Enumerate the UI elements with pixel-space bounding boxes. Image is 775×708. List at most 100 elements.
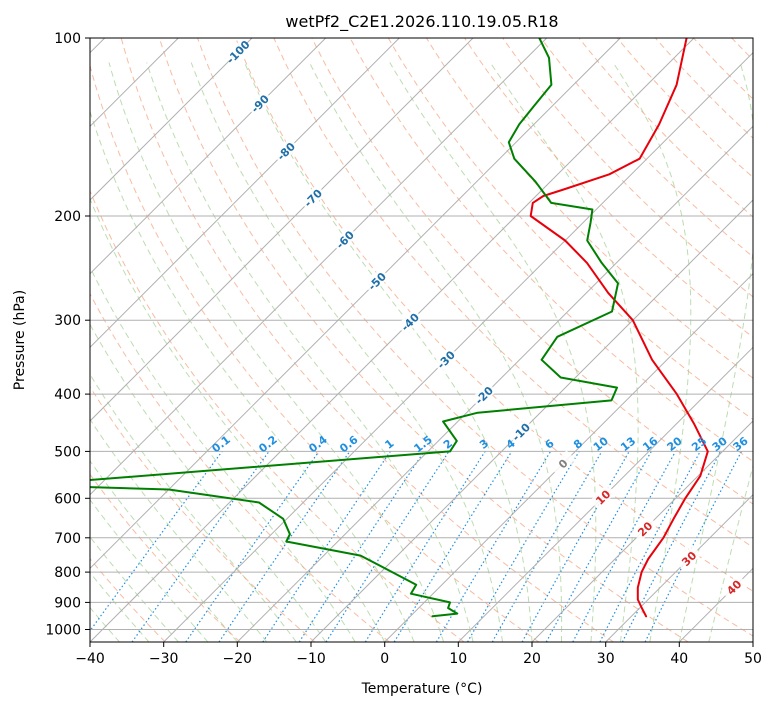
dry-adiabat: [120, 38, 614, 642]
isotherm: [90, 38, 695, 642]
isotherm-label-bg: [331, 226, 358, 253]
dry-adiabat: [502, 38, 753, 298]
isotherm: [90, 38, 474, 422]
isotherm: [531, 420, 753, 642]
x-tick-label: −10: [296, 651, 326, 667]
chart-title: wetPf2_C2E1.2026.110.19.05.R18: [285, 12, 558, 32]
y-axis-ticks: 100 200 300 400 500 600 700 800 900 1000: [45, 31, 90, 639]
y-axis-label: Pressure (hPa): [12, 290, 28, 390]
y-tick-label: 900: [54, 595, 81, 611]
isotherm-label-bg: [224, 38, 251, 65]
y-tick-label: 500: [54, 444, 81, 460]
mixing-ratio-line: [644, 451, 743, 642]
moist-adiabat: [612, 62, 692, 642]
isotherm-label-bg: [246, 90, 273, 117]
moist-adiabat: [90, 459, 238, 642]
moist-adiabat: [90, 109, 415, 642]
dry-adiabat: [464, 38, 753, 338]
isotherm: [163, 51, 753, 642]
y-tick-label: 1000: [45, 623, 81, 639]
isotherm-label-bg: [396, 308, 423, 335]
mixing-ratio-line: [185, 451, 320, 642]
isotherm: [90, 38, 253, 201]
x-axis-ticks: −40 −30 −20 −10 0 10 20 30 40 50: [75, 642, 762, 667]
dry-adiabat: [311, 38, 753, 505]
isotherm-label-bg: [470, 381, 497, 409]
moist-adiabat: [90, 498, 209, 642]
x-tick-label: −30: [149, 651, 179, 667]
moist-adiabat: [309, 62, 563, 642]
moist-adiabats: [90, 62, 753, 642]
x-tick-label: 20: [523, 651, 541, 667]
isotherm-label-bg: [589, 483, 616, 511]
y-tick-label: 700: [54, 531, 81, 547]
temperature-line: [529, 38, 709, 618]
mixing-ratio-line: [90, 451, 223, 632]
y-tick-label: 600: [54, 491, 81, 507]
y-tick-label: 800: [54, 565, 81, 581]
moist-adiabat: [90, 266, 356, 642]
isotherm: [90, 38, 400, 349]
isotherm: [384, 272, 753, 642]
x-tick-label: −20: [223, 651, 253, 667]
dry-adiabat: [90, 473, 241, 642]
moist-adiabat: [146, 62, 474, 642]
y-tick-label: 300: [54, 313, 81, 329]
x-tick-label: 0: [380, 651, 389, 667]
x-tick-label: 10: [449, 651, 467, 667]
isotherm: [605, 493, 753, 642]
dry-adiabat: [425, 38, 753, 379]
mixing-ratio-line: [298, 451, 425, 642]
plot-frame: [89, 37, 754, 643]
moist-adiabat: [90, 197, 386, 642]
mixing-ratio-line: [572, 451, 677, 642]
mixing-ratio-line: [545, 451, 652, 642]
moist-adiabat: [190, 62, 503, 642]
moist-adiabat: [389, 62, 597, 642]
y-tick-label: 400: [54, 387, 81, 403]
x-axis-label: Temperature (°C): [361, 681, 483, 697]
moist-adiabat: [678, 62, 753, 642]
moist-adiabat: [90, 373, 297, 642]
dry-adiabat: [90, 292, 390, 642]
isotherm-label-bg: [432, 346, 459, 373]
profile-lines: [90, 38, 709, 618]
isotherm: [457, 346, 753, 642]
moist-adiabat: [90, 571, 150, 642]
plot-area: 0.1 0.2 0.4 0.6 1 1.5 2 3 4 6 8 10 13 16 20 25 30 36-100-…: [90, 38, 753, 642]
moist-adiabat: [90, 323, 327, 642]
dry-adiabat: [158, 38, 689, 642]
isotherm-label-bg: [631, 515, 658, 542]
dry-adiabat: [90, 189, 465, 642]
dry-adiabat: [387, 38, 753, 421]
isotherm-label-bg: [507, 418, 534, 445]
isotherm-label-bg: [675, 545, 702, 572]
isotherm-label-bg: [549, 450, 576, 477]
moist-adiabat: [244, 62, 533, 642]
y-tick-label: 100: [54, 31, 81, 47]
moist-adiabat: [708, 464, 753, 642]
moist-adiabat: [90, 536, 179, 642]
x-tick-label: 50: [744, 651, 762, 667]
dry-adiabat: [90, 385, 316, 642]
isotherm-label-bg: [272, 137, 299, 165]
isotherm: [310, 199, 753, 642]
dewpoint-line: [90, 38, 619, 618]
dry-adiabat: [90, 63, 540, 642]
x-tick-label: 40: [670, 651, 688, 667]
isotherm: [236, 125, 753, 642]
isotherm-label-bg: [299, 184, 326, 211]
isotherm: [90, 38, 621, 570]
mixing-ratio-line: [393, 451, 513, 642]
x-tick-label: −40: [75, 651, 105, 667]
moist-adiabat: [90, 418, 268, 642]
mixing-ratio-line: [262, 451, 391, 642]
isotherm-label-bg: [363, 267, 390, 295]
moist-adiabat: [108, 62, 445, 642]
isotherms: [90, 38, 753, 642]
y-tick-label: 200: [54, 209, 81, 225]
dry-adiabat: [349, 38, 753, 463]
mixing-ratio-line: [218, 451, 351, 642]
